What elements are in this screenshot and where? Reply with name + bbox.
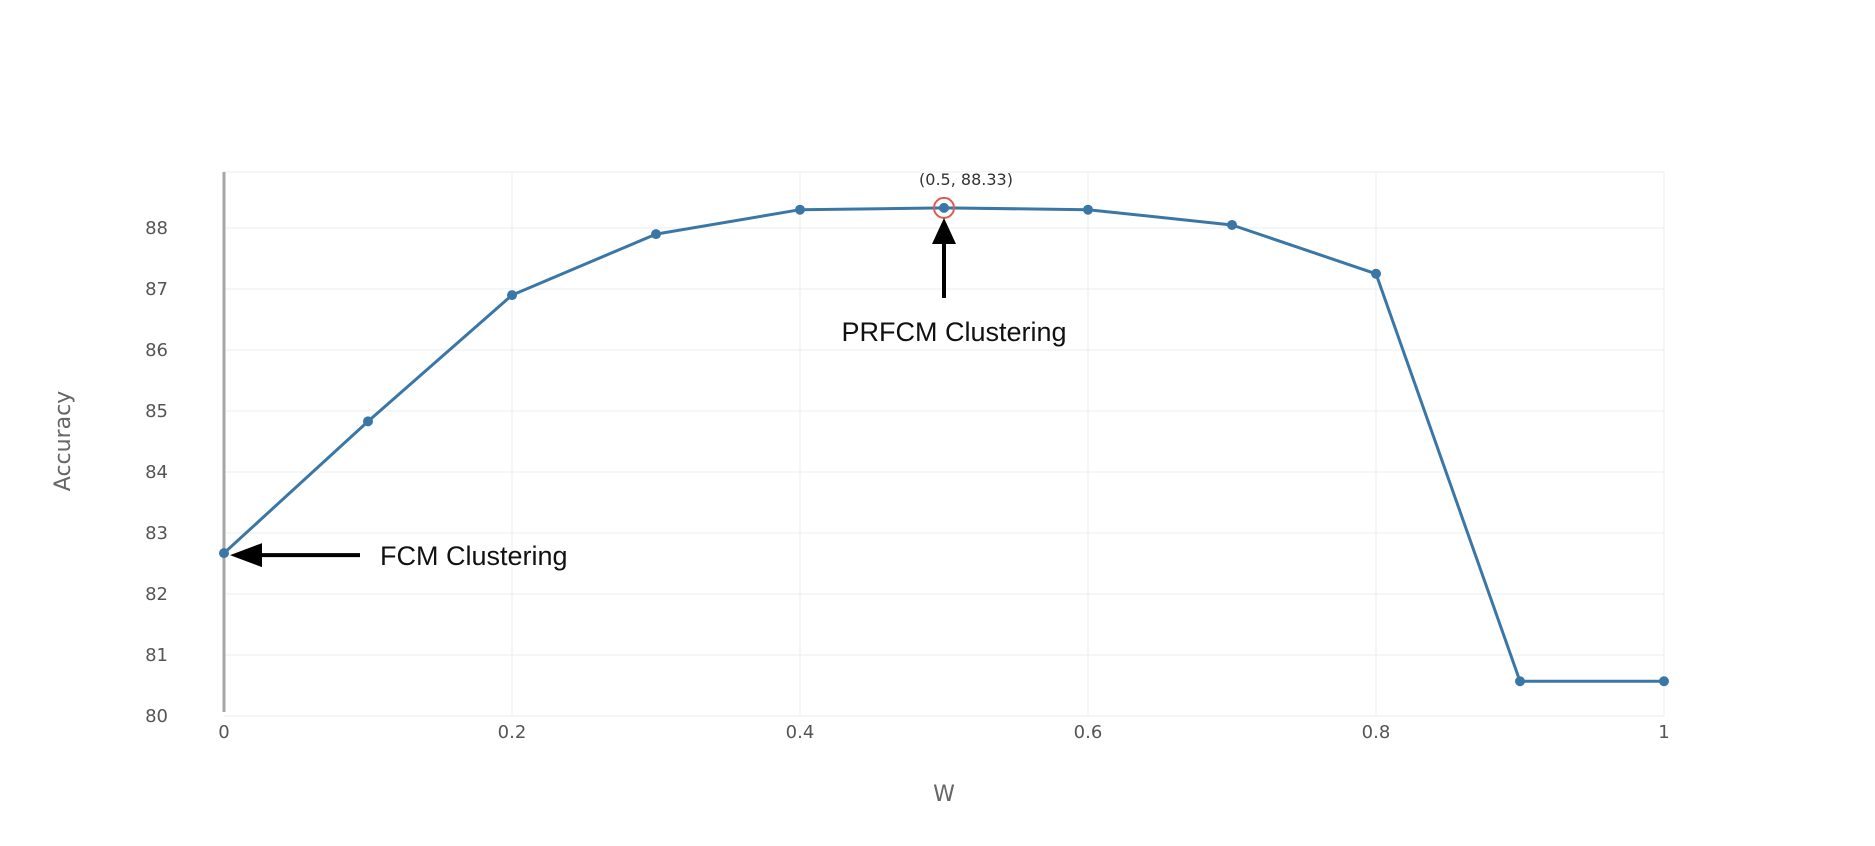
hover-label: (0.5, 88.33) <box>919 170 1013 189</box>
y-tick-label: 83 <box>145 523 168 544</box>
data-point[interactable] <box>939 202 949 213</box>
data-point[interactable] <box>795 204 805 215</box>
fcm-annotation-label: FCM Clustering <box>380 541 568 571</box>
x-tick-label: 0.8 <box>1362 722 1391 743</box>
data-point[interactable] <box>219 548 229 559</box>
data-point[interactable] <box>1515 676 1525 687</box>
grid <box>224 171 1665 717</box>
x-tick-label: 1 <box>1658 722 1669 743</box>
y-tick-label: 88 <box>145 218 168 239</box>
x-tick-label: 0 <box>218 722 229 743</box>
data-point[interactable] <box>1371 268 1381 279</box>
x-tick-label: 0.2 <box>498 722 527 743</box>
series <box>219 202 1669 687</box>
y-tick-label: 86 <box>145 340 168 361</box>
y-tick-label: 82 <box>145 584 168 605</box>
y-tick-label: 85 <box>145 401 168 422</box>
fcm-arrowhead <box>230 543 262 568</box>
x-axis-ticks: 0 0.2 0.4 0.6 0.8 1 <box>218 722 1669 743</box>
y-tick-label: 81 <box>145 645 168 666</box>
data-point[interactable] <box>507 290 517 301</box>
x-axis-title: W <box>933 782 955 807</box>
annotations: (0.5, 88.33) PRFCM Clustering FCM Cluste… <box>230 170 1067 571</box>
y-axis-title: Accuracy <box>51 391 76 491</box>
data-point[interactable] <box>1083 204 1093 215</box>
data-point[interactable] <box>1659 676 1669 687</box>
y-tick-label: 84 <box>145 462 168 483</box>
data-point[interactable] <box>363 416 373 427</box>
y-tick-label: 80 <box>145 706 168 727</box>
prfcm-arrowhead <box>932 218 956 244</box>
x-tick-label: 0.4 <box>786 722 815 743</box>
x-tick-label: 0.6 <box>1074 722 1103 743</box>
y-tick-label: 87 <box>145 279 168 300</box>
prfcm-annotation-label: PRFCM Clustering <box>841 317 1066 347</box>
data-point[interactable] <box>651 229 661 240</box>
data-point[interactable] <box>1227 219 1237 230</box>
y-axis-ticks: 80 81 82 83 84 85 86 87 88 <box>145 218 168 727</box>
hover-highlight-ring <box>933 196 955 219</box>
